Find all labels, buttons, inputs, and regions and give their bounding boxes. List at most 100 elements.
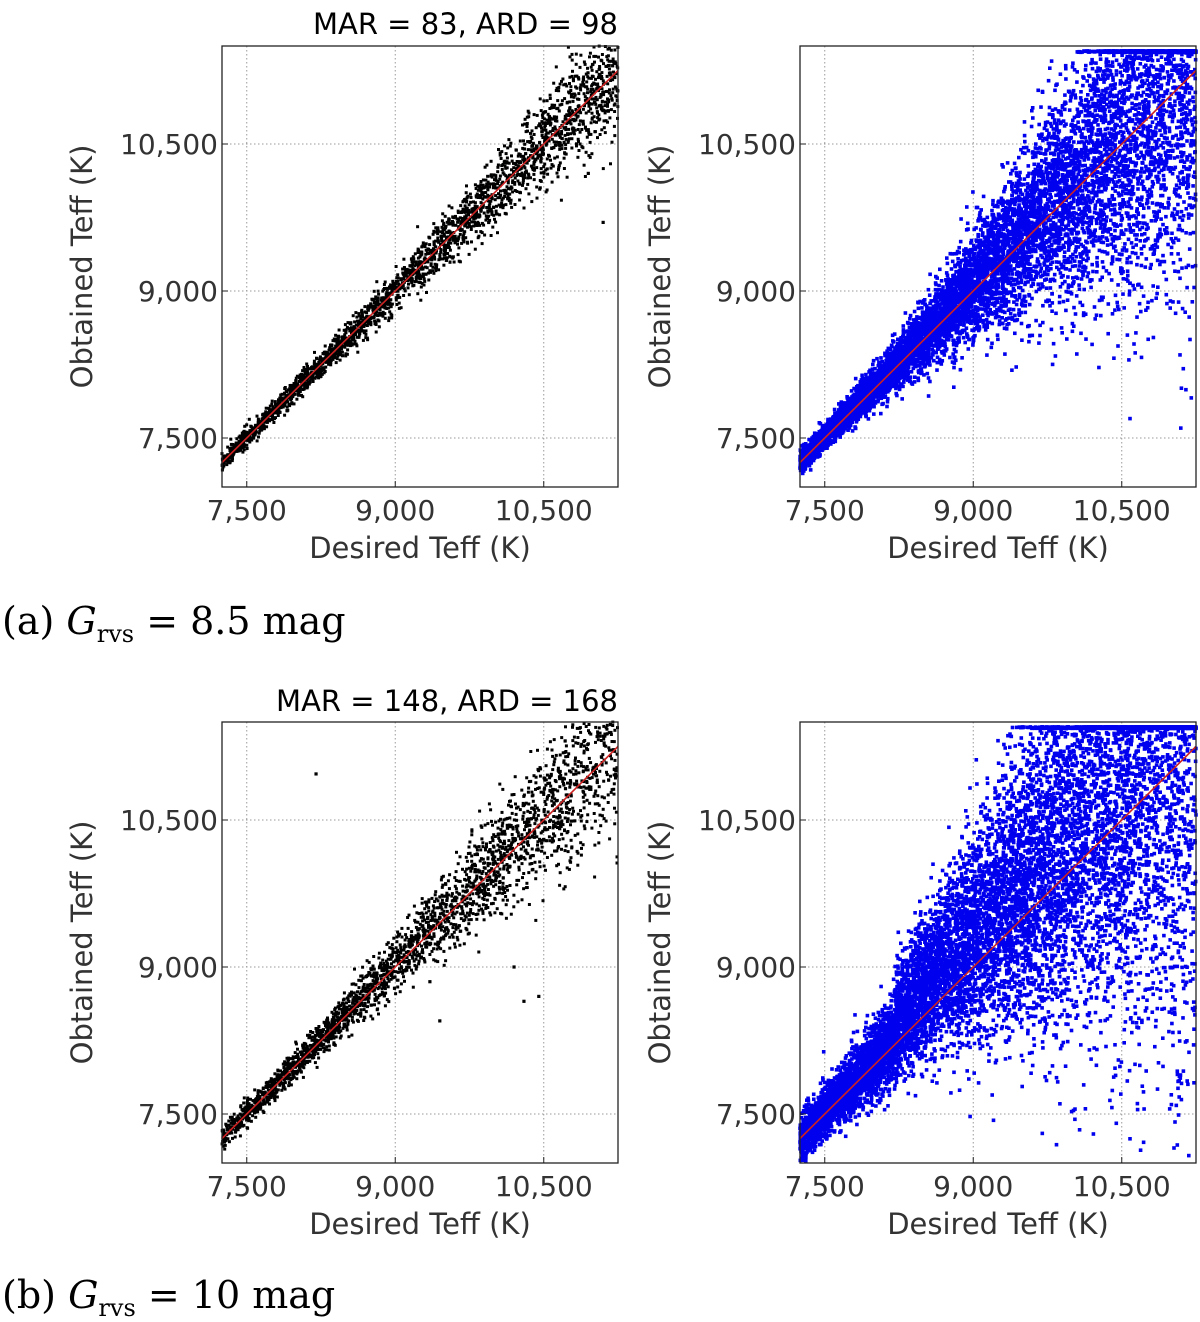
scatter-point — [579, 120, 582, 123]
scatter-point — [390, 316, 393, 319]
scatter-point — [567, 128, 570, 131]
scatter-point — [406, 268, 409, 271]
scatter-point — [506, 192, 509, 195]
scatter-point — [535, 144, 538, 147]
scatter-point — [432, 272, 435, 275]
scatter-point — [589, 107, 592, 110]
scatter-point — [235, 437, 238, 440]
scatter-point — [553, 157, 556, 160]
scatter-point — [430, 262, 433, 265]
scatter-point — [315, 376, 318, 379]
scatter-point — [354, 311, 357, 314]
scatter-point — [562, 83, 565, 86]
scatter-point — [402, 277, 405, 280]
scatter-point — [395, 303, 398, 306]
scatter-point — [483, 212, 486, 215]
scatter-point — [457, 253, 460, 256]
scatter-point — [245, 423, 248, 426]
scatter-point — [555, 65, 558, 68]
scatter-point — [564, 147, 567, 150]
scatter-point — [574, 75, 577, 78]
scatter-point — [540, 157, 543, 160]
scatter-point — [583, 164, 586, 167]
scatter-point — [450, 206, 453, 209]
scatter-point — [571, 59, 574, 62]
scatter-point — [519, 140, 522, 143]
scatter-point — [533, 133, 536, 136]
scatter-point — [390, 314, 393, 317]
scatter-point — [500, 150, 503, 153]
scatter-point — [448, 205, 451, 208]
scatter-point — [335, 361, 338, 364]
scatter-point — [254, 424, 257, 427]
scatter-point — [601, 53, 604, 56]
scatter-point — [338, 349, 341, 352]
scatter-point — [552, 165, 555, 168]
scatter-point — [608, 67, 611, 70]
scatter-point — [546, 99, 549, 102]
scatter-point — [428, 243, 431, 246]
scatter-point — [540, 161, 543, 164]
scatter-point — [396, 280, 399, 283]
scatter-point — [481, 231, 484, 234]
scatter-point — [470, 196, 473, 199]
scatter-point — [248, 418, 251, 421]
scatter-point — [609, 94, 612, 97]
scatter-point — [510, 185, 513, 188]
scatter-point — [408, 293, 411, 296]
scatter-point — [554, 144, 557, 147]
scatter-point — [527, 110, 530, 113]
scatter-point — [589, 156, 592, 159]
scatter-point — [587, 128, 590, 131]
scatter-point — [586, 91, 589, 94]
scatter-point — [529, 132, 532, 135]
scatter-point — [546, 157, 549, 160]
scatter-point — [559, 104, 562, 107]
scatter-point — [257, 436, 260, 439]
scatter-point — [373, 319, 376, 322]
scatter-point — [527, 174, 530, 177]
scatter-point — [407, 283, 410, 286]
scatter-point — [521, 184, 524, 187]
scatter-point — [511, 190, 514, 193]
scatter-point — [542, 176, 545, 179]
scatter-point — [596, 136, 599, 139]
scatter-point — [539, 179, 542, 182]
scatter-point — [494, 174, 497, 177]
scatter-point — [500, 157, 503, 160]
scatter-point — [613, 49, 616, 52]
scatter-point — [518, 199, 521, 202]
scatter-point — [613, 62, 616, 65]
scatter-point — [606, 75, 609, 78]
scatter-point — [295, 398, 298, 401]
scatter-point — [577, 128, 580, 131]
scatter-point — [556, 107, 559, 110]
scatter-point — [583, 92, 586, 95]
scatter-point — [570, 122, 573, 125]
scatter-point — [599, 133, 602, 136]
scatter-point — [606, 121, 609, 124]
scatter-point — [396, 273, 399, 276]
scatter-point — [516, 180, 519, 183]
scatter-point — [582, 120, 585, 123]
scatter-point — [515, 190, 518, 193]
scatter-point — [331, 344, 334, 347]
scatter-point — [611, 64, 614, 67]
scatter-point — [509, 202, 512, 205]
scatter-point — [553, 140, 556, 143]
scatter-point — [346, 348, 349, 351]
scatter-point — [569, 85, 572, 88]
scatter-point — [476, 221, 479, 224]
scatter-point — [373, 290, 376, 293]
scatter-point — [274, 400, 277, 403]
scatter-point — [465, 184, 468, 187]
scatter-point — [447, 241, 450, 244]
scatter-point — [395, 296, 398, 299]
scatter-point — [522, 181, 525, 184]
scatter-point — [355, 344, 358, 347]
scatter-point — [434, 269, 437, 272]
scatter-point — [256, 439, 259, 442]
scatter-point — [527, 192, 530, 195]
scatter-point — [541, 116, 544, 119]
scatter-point — [613, 110, 616, 113]
